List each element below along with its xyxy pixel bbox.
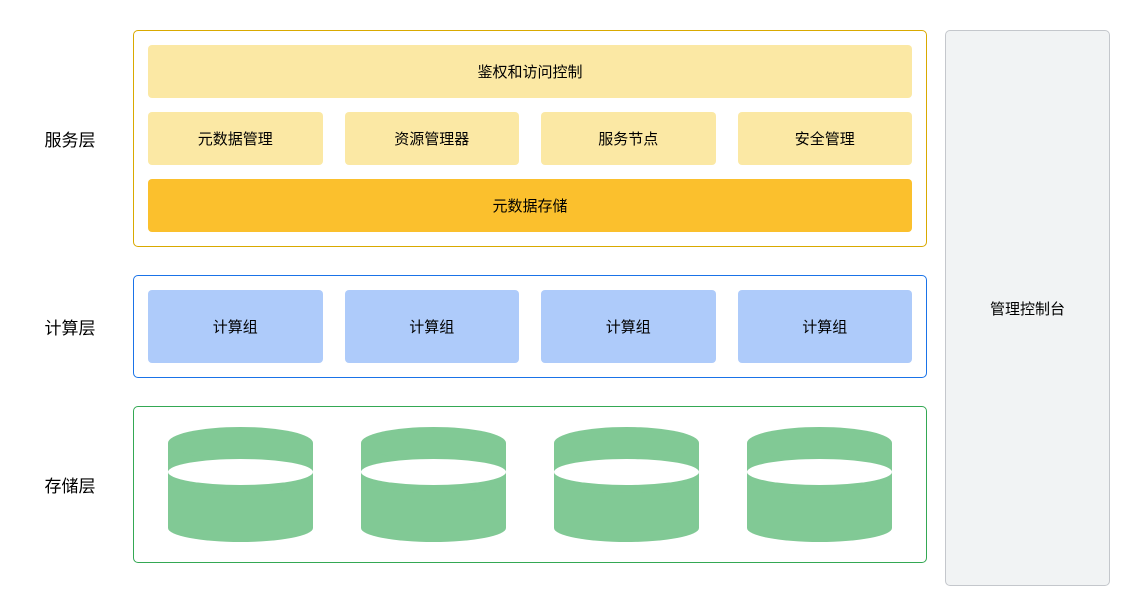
architecture-diagram: 服务层 鉴权和访问控制 元数据管理 资源管理器 服务节点 安全管理 元数据存储 … [0, 0, 1132, 616]
database-cylinder-icon [361, 427, 506, 542]
compute-group-block: 计算组 [738, 290, 913, 363]
metadata-storage-block: 元数据存储 [148, 179, 912, 232]
service-node-block: 服务节点 [541, 112, 716, 165]
service-layer-row: 服务层 鉴权和访问控制 元数据管理 资源管理器 服务节点 安全管理 元数据存储 [25, 30, 927, 247]
auth-access-control-block: 鉴权和访问控制 [148, 45, 912, 98]
service-row-2: 元数据管理 资源管理器 服务节点 安全管理 [148, 112, 912, 165]
storage-cylinders [148, 427, 912, 542]
service-layer-box: 鉴权和访问控制 元数据管理 资源管理器 服务节点 安全管理 元数据存储 [133, 30, 927, 247]
resource-mgr-block: 资源管理器 [345, 112, 520, 165]
security-mgmt-block: 安全管理 [738, 112, 913, 165]
compute-layer-row: 计算层 计算组 计算组 计算组 计算组 [25, 275, 927, 378]
database-cylinder-icon [554, 427, 699, 542]
service-layer-label: 服务层 [25, 126, 115, 151]
database-cylinder-icon [747, 427, 892, 542]
compute-row: 计算组 计算组 计算组 计算组 [148, 290, 912, 363]
compute-layer-label: 计算层 [25, 314, 115, 339]
storage-layer-label: 存储层 [25, 472, 115, 497]
management-console-label: 管理控制台 [990, 298, 1065, 319]
management-console-panel: 管理控制台 [945, 30, 1110, 586]
metadata-mgmt-block: 元数据管理 [148, 112, 323, 165]
compute-group-block: 计算组 [345, 290, 520, 363]
compute-layer-box: 计算组 计算组 计算组 计算组 [133, 275, 927, 378]
layers-column: 服务层 鉴权和访问控制 元数据管理 资源管理器 服务节点 安全管理 元数据存储 … [25, 30, 927, 586]
storage-layer-row: 存储层 [25, 406, 927, 563]
database-cylinder-icon [168, 427, 313, 542]
storage-layer-box [133, 406, 927, 563]
compute-group-block: 计算组 [541, 290, 716, 363]
compute-group-block: 计算组 [148, 290, 323, 363]
